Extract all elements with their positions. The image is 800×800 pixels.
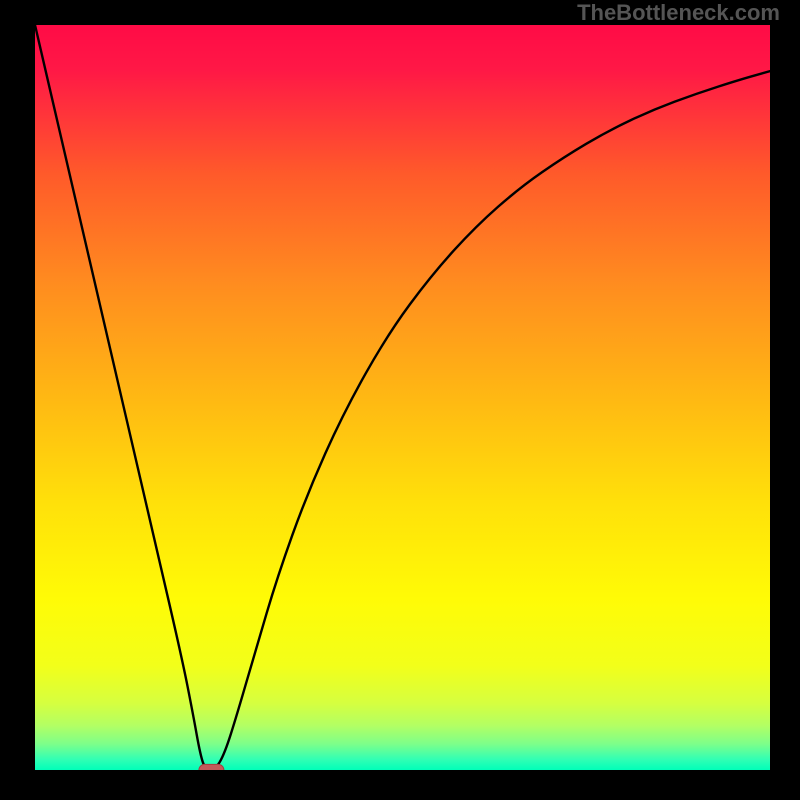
- chart-svg: [35, 25, 770, 770]
- plot-area: [35, 25, 770, 770]
- minimum-marker: [199, 764, 224, 770]
- watermark-text: TheBottleneck.com: [577, 0, 780, 26]
- chart-canvas: TheBottleneck.com: [0, 0, 800, 800]
- gradient-background: [35, 25, 770, 770]
